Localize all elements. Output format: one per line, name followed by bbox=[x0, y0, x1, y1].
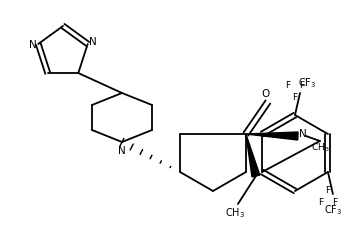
Text: F: F bbox=[292, 93, 297, 101]
Text: CF$_3$: CF$_3$ bbox=[324, 203, 342, 217]
Text: F: F bbox=[299, 81, 305, 90]
Text: N: N bbox=[299, 129, 307, 139]
Polygon shape bbox=[246, 134, 260, 177]
Text: O: O bbox=[262, 89, 270, 99]
Polygon shape bbox=[246, 132, 298, 140]
Text: CH$_3$: CH$_3$ bbox=[225, 206, 245, 220]
Text: F: F bbox=[332, 197, 338, 207]
Text: CF$_3$: CF$_3$ bbox=[298, 76, 316, 90]
Text: F: F bbox=[318, 197, 323, 207]
Text: F: F bbox=[325, 186, 330, 194]
Text: F: F bbox=[286, 81, 291, 90]
Text: CH$_3$: CH$_3$ bbox=[310, 142, 329, 154]
Text: N: N bbox=[89, 37, 97, 47]
Text: N: N bbox=[118, 146, 126, 156]
Text: N: N bbox=[29, 40, 37, 50]
